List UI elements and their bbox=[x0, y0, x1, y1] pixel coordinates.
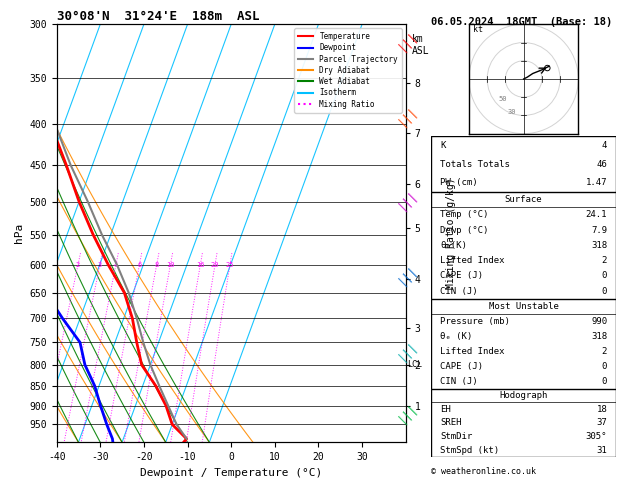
Text: |||: ||| bbox=[395, 29, 420, 53]
Text: StmSpd (kt): StmSpd (kt) bbox=[440, 446, 499, 454]
Text: Most Unstable: Most Unstable bbox=[489, 302, 559, 311]
Text: 990: 990 bbox=[591, 317, 607, 326]
Text: 305°: 305° bbox=[586, 432, 607, 441]
Text: Totals Totals: Totals Totals bbox=[440, 159, 510, 169]
Text: 4: 4 bbox=[602, 141, 607, 150]
Text: 1.47: 1.47 bbox=[586, 178, 607, 187]
Text: |||: ||| bbox=[395, 338, 420, 363]
Text: 31: 31 bbox=[596, 446, 607, 454]
Text: 0: 0 bbox=[602, 362, 607, 371]
Text: |||: ||| bbox=[395, 262, 420, 288]
Text: CIN (J): CIN (J) bbox=[440, 287, 478, 296]
Text: CAPE (J): CAPE (J) bbox=[440, 272, 483, 280]
Text: Mixing Ratio (g/kg): Mixing Ratio (g/kg) bbox=[446, 177, 456, 289]
Text: 20: 20 bbox=[211, 262, 220, 268]
Text: © weatheronline.co.uk: © weatheronline.co.uk bbox=[431, 467, 536, 476]
Text: 8: 8 bbox=[155, 262, 159, 268]
Text: Pressure (mb): Pressure (mb) bbox=[440, 317, 510, 326]
Text: 24.1: 24.1 bbox=[586, 210, 607, 219]
Text: Lifted Index: Lifted Index bbox=[440, 347, 504, 356]
Text: EH: EH bbox=[440, 405, 451, 414]
Text: |||: ||| bbox=[395, 187, 420, 212]
Text: |||: ||| bbox=[395, 104, 420, 129]
Text: StmDir: StmDir bbox=[440, 432, 472, 441]
Text: 30°08'N  31°24'E  188m  ASL: 30°08'N 31°24'E 188m ASL bbox=[57, 10, 259, 23]
Text: 25: 25 bbox=[226, 262, 234, 268]
Legend: Temperature, Dewpoint, Parcel Trajectory, Dry Adiabat, Wet Adiabat, Isotherm, Mi: Temperature, Dewpoint, Parcel Trajectory… bbox=[294, 28, 402, 112]
Text: LCL: LCL bbox=[407, 360, 422, 369]
Text: 06.05.2024  18GMT  (Base: 18): 06.05.2024 18GMT (Base: 18) bbox=[431, 17, 612, 27]
Text: Hodograph: Hodograph bbox=[499, 391, 548, 400]
Text: kt: kt bbox=[472, 25, 482, 34]
X-axis label: Dewpoint / Temperature (°C): Dewpoint / Temperature (°C) bbox=[140, 468, 322, 478]
Text: 18: 18 bbox=[596, 405, 607, 414]
Text: 7.9: 7.9 bbox=[591, 226, 607, 235]
Text: 2: 2 bbox=[602, 347, 607, 356]
Text: Surface: Surface bbox=[505, 195, 542, 204]
Text: Temp (°C): Temp (°C) bbox=[440, 210, 489, 219]
Text: |||: ||| bbox=[395, 400, 420, 426]
Text: CIN (J): CIN (J) bbox=[440, 377, 478, 386]
Text: 318: 318 bbox=[591, 332, 607, 341]
Text: CAPE (J): CAPE (J) bbox=[440, 362, 483, 371]
Text: 318: 318 bbox=[591, 241, 607, 250]
Text: Lifted Index: Lifted Index bbox=[440, 256, 504, 265]
Text: SREH: SREH bbox=[440, 418, 462, 427]
Text: 50: 50 bbox=[498, 96, 506, 102]
Text: 46: 46 bbox=[596, 159, 607, 169]
Text: 37: 37 bbox=[596, 418, 607, 427]
Text: 0: 0 bbox=[602, 377, 607, 386]
Text: K: K bbox=[440, 141, 445, 150]
Text: Dewp (°C): Dewp (°C) bbox=[440, 226, 489, 235]
Text: θₑ (K): θₑ (K) bbox=[440, 332, 472, 341]
Text: PW (cm): PW (cm) bbox=[440, 178, 478, 187]
Text: 4: 4 bbox=[114, 262, 118, 268]
Text: 30: 30 bbox=[507, 108, 516, 115]
Text: 10: 10 bbox=[166, 262, 175, 268]
Text: 0: 0 bbox=[602, 272, 607, 280]
Y-axis label: hPa: hPa bbox=[14, 223, 24, 243]
Text: 16: 16 bbox=[196, 262, 204, 268]
Text: 2: 2 bbox=[76, 262, 80, 268]
Text: 2: 2 bbox=[602, 256, 607, 265]
Text: θₑ(K): θₑ(K) bbox=[440, 241, 467, 250]
Text: 0: 0 bbox=[602, 287, 607, 296]
Text: km: km bbox=[412, 34, 424, 44]
Text: ASL: ASL bbox=[412, 46, 430, 56]
Text: 3: 3 bbox=[97, 262, 102, 268]
Text: 6: 6 bbox=[137, 262, 142, 268]
